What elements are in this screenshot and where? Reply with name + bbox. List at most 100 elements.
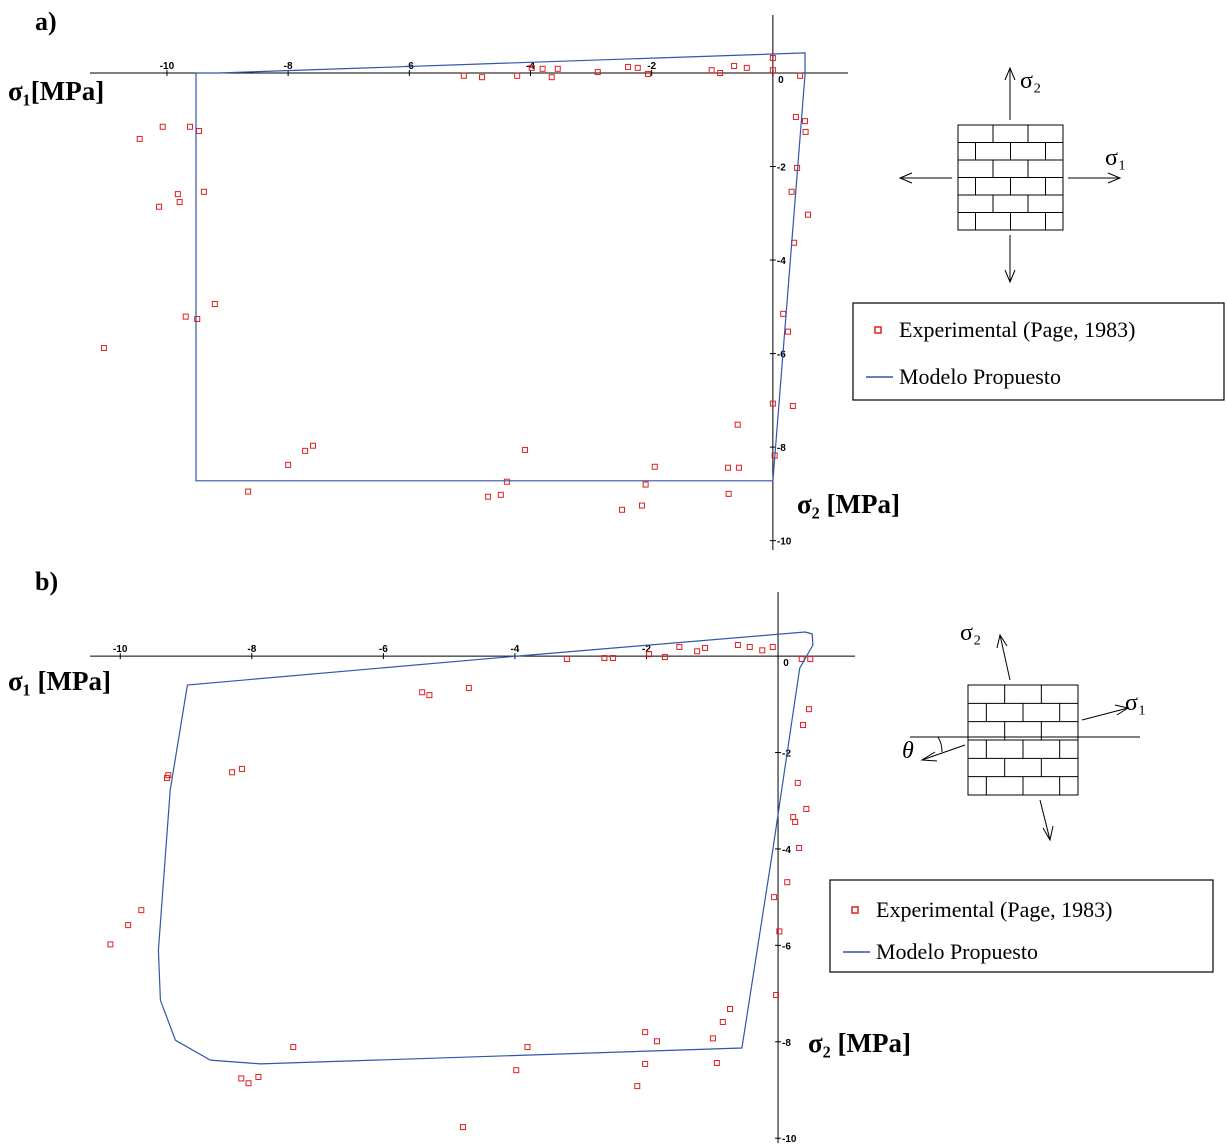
y-tick-label: -2 [777,163,786,174]
legend-swatch [851,906,859,914]
data-point [285,461,292,468]
data-point [676,643,683,650]
data-point [609,655,616,662]
data-point [459,1124,466,1131]
masonry-wall [957,124,1064,231]
y-tick-label: -6 [777,350,786,361]
data-point [514,72,521,79]
data-point [769,643,776,650]
arrow-head [1042,825,1054,842]
arrow [1039,799,1051,841]
data-point [769,400,776,407]
data-point [788,188,795,195]
legend-label: Modelo Propuesto [899,364,1061,389]
data-point [800,722,807,729]
y-tick-label: -4 [777,256,786,267]
data-point [805,211,812,218]
data-point [743,64,750,71]
arrow-head [898,172,913,184]
data-point [522,446,529,453]
arrow-head [996,633,1008,649]
data-point [200,188,207,195]
data-point [460,72,467,79]
data-point [485,493,492,500]
data-point [229,769,236,776]
data-point [798,656,805,663]
arrow [1081,707,1129,721]
data-point [309,442,316,449]
data-point [642,481,649,488]
data-point [245,488,252,495]
y-tick-label: -8 [777,443,786,454]
y-tick-label: -10 [777,537,792,548]
y-tick-label: -4 [782,845,791,856]
x-tick-label: 0 [778,75,784,86]
data-point [789,402,796,409]
x-tick-label: -4 [526,61,535,72]
data-point [528,64,535,71]
x-tick-label: -8 [247,644,256,655]
data-point [194,315,201,322]
data-point [465,684,472,691]
data-point [746,643,753,650]
data-point [735,464,742,471]
stress-diagram [898,66,1122,284]
diagram-label: σ₂ [960,620,981,646]
data-point [638,502,645,509]
data-point [100,344,107,351]
data-point [717,69,724,76]
x-tick-label: -10 [160,61,175,72]
model-envelope [157,631,814,1065]
angle-arc [937,736,943,753]
x-axis-label: σ₁[MPa] [8,76,104,106]
data-point [708,67,715,74]
data-point [645,70,652,77]
x-tick-label: -2 [642,644,651,655]
data-point [713,1059,720,1066]
data-point [792,818,799,825]
diagram-label: σ₁ [1125,690,1146,716]
data-point [803,805,810,812]
data-point [780,310,787,317]
data-point [642,1029,649,1036]
data-point [186,123,193,130]
arrow-head [1107,172,1122,184]
x-tick-label: -2 [647,61,656,72]
data-point [594,69,601,76]
data-point [125,922,132,929]
data-point [136,135,143,142]
data-point [694,648,701,655]
x-tick-label: -10 [113,644,128,655]
data-point [634,1083,641,1090]
y-axis-label: σ₂ [MPa] [808,1028,911,1058]
arrow [921,744,966,761]
panel-label: b) [35,567,58,596]
arrow-head [1114,704,1130,716]
legend-label: Experimental (Page, 1983) [876,897,1112,922]
data-point [156,203,163,210]
y-tick-label: -6 [782,941,791,952]
data-point [807,656,814,663]
data-point [618,506,625,513]
data-point [661,654,668,661]
x-tick-label: -8 [284,61,293,72]
data-point [776,928,783,935]
data-point [625,63,632,70]
data-point [734,642,741,649]
data-point [524,1044,531,1051]
data-point [497,491,504,498]
data-point [302,447,309,454]
data-point [238,765,245,772]
data-point [797,72,804,79]
legend-label: Experimental (Page, 1983) [899,317,1135,342]
data-point [426,692,433,699]
y-axis-label: σ₂ [MPa] [797,489,900,519]
data-point [773,992,780,999]
data-point [651,463,658,470]
data-point [245,1080,252,1087]
data-point [727,1005,734,1012]
data-point [802,128,809,135]
model-envelope [195,52,806,482]
data-point [805,706,812,713]
